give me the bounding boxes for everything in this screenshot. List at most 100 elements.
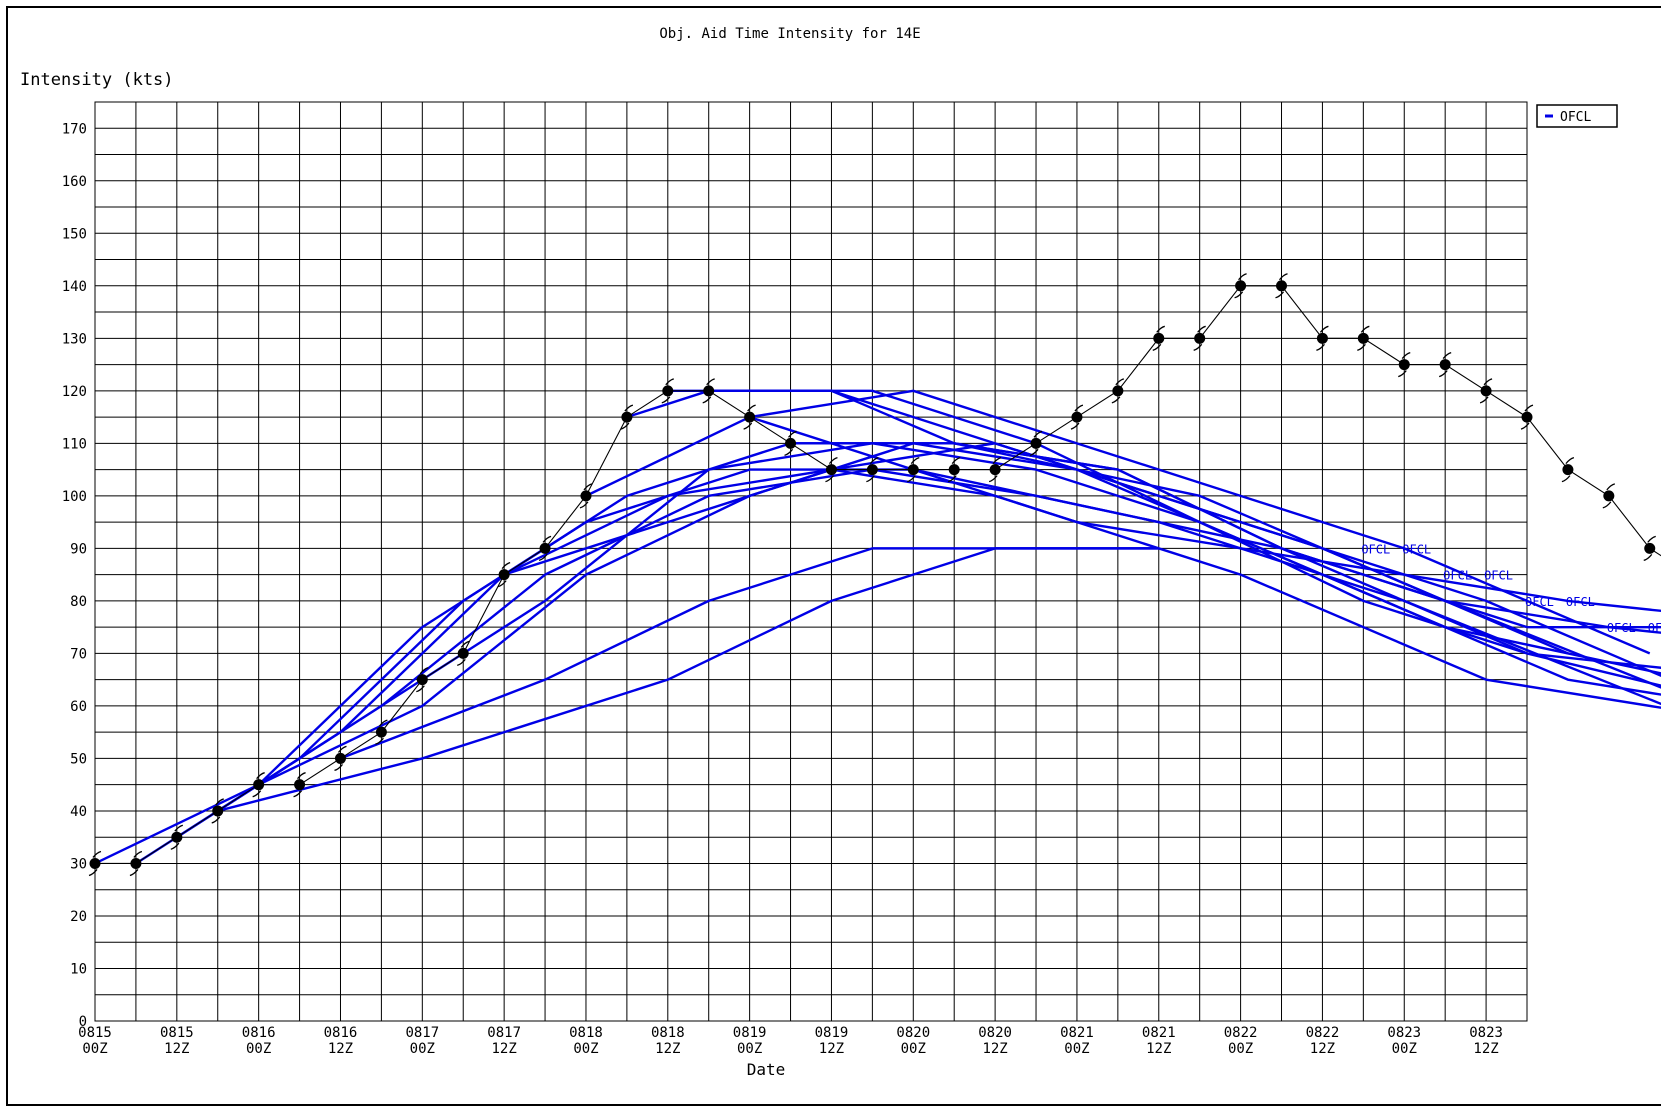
hurricane-symbol-icon bbox=[170, 824, 184, 850]
hurricane-symbol-icon bbox=[866, 456, 879, 483]
x-tick-label-time: 12Z bbox=[491, 1041, 516, 1057]
x-tick-label-time: 00Z bbox=[1392, 1041, 1417, 1057]
y-tick-label: 110 bbox=[62, 436, 87, 452]
y-tick-label: 60 bbox=[70, 699, 87, 715]
forecast-line-1 bbox=[94, 468, 1661, 865]
best-track-point bbox=[1030, 437, 1042, 449]
best-track-point bbox=[621, 411, 633, 423]
hurricane-symbol-icon bbox=[375, 719, 388, 745]
x-tick-label-date: 0819 bbox=[733, 1025, 767, 1041]
hurricane-arm bbox=[743, 404, 756, 430]
hurricane-arm bbox=[375, 719, 388, 745]
hurricane-symbol-icon bbox=[743, 404, 756, 430]
hurricane-arm bbox=[1029, 430, 1043, 456]
best-track-point bbox=[825, 464, 837, 476]
hurricane-symbol-icon bbox=[252, 772, 265, 798]
best-track-point bbox=[1071, 411, 1083, 423]
hurricane-arm bbox=[170, 824, 184, 850]
y-tick-label: 170 bbox=[62, 121, 87, 137]
hurricane-arm bbox=[1643, 535, 1656, 562]
hurricane-arm bbox=[1193, 325, 1206, 351]
forecast-line-11 bbox=[708, 389, 1661, 669]
hurricane-symbol-icon bbox=[988, 456, 1002, 483]
best-track-point bbox=[539, 542, 551, 554]
x-tick-label-time: 12Z bbox=[328, 1041, 353, 1057]
best-track-point bbox=[866, 464, 878, 476]
hurricane-arm bbox=[1234, 273, 1247, 299]
y-tick-label: 120 bbox=[62, 384, 87, 400]
y-tick-label: 40 bbox=[70, 804, 87, 820]
legend-box bbox=[1536, 104, 1618, 128]
x-tick-label-time: 12Z bbox=[655, 1041, 680, 1057]
hurricane-symbol-icon bbox=[497, 561, 511, 588]
hurricane-arm bbox=[1152, 325, 1165, 351]
forecast-end-label: OFCL bbox=[1648, 621, 1661, 635]
plot-area: OFCLOFCLOFCLOFCLOFCLOFCLOFCLOFCLOFCLOFCL bbox=[88, 273, 1661, 877]
best-track-point bbox=[989, 464, 1001, 476]
y-tick-label: 70 bbox=[70, 646, 87, 662]
hurricane-symbol-icon bbox=[1029, 430, 1043, 456]
y-tick-label: 0 bbox=[79, 1014, 87, 1030]
forecast-line-6 bbox=[380, 442, 1661, 707]
grid bbox=[94, 101, 1528, 1022]
y-tick-label: 80 bbox=[70, 594, 87, 610]
hurricane-arm bbox=[1316, 325, 1329, 351]
hurricane-arm bbox=[1070, 404, 1084, 430]
x-tick-label-time: 12Z bbox=[1473, 1041, 1498, 1057]
hurricane-arm bbox=[620, 404, 634, 430]
x-tick-label-time: 00Z bbox=[737, 1041, 762, 1057]
hurricane-symbol-icon bbox=[1193, 325, 1206, 351]
y-axis-label: Intensity (kts) bbox=[20, 70, 174, 90]
hurricane-symbol-icon bbox=[620, 404, 634, 430]
hurricane-symbol-icon bbox=[1275, 273, 1288, 299]
x-tick-label-time: 12Z bbox=[819, 1041, 844, 1057]
best-track-point bbox=[1276, 280, 1288, 292]
hurricane-symbol-icon bbox=[1479, 378, 1493, 404]
best-track-point bbox=[1194, 332, 1206, 344]
hurricane-arm bbox=[1561, 456, 1575, 483]
best-track-point bbox=[785, 437, 797, 449]
hurricane-arm bbox=[579, 483, 593, 509]
x-tick-label-date: 0817 bbox=[405, 1025, 439, 1041]
hurricane-arm bbox=[252, 772, 265, 798]
hurricane-symbol-icon bbox=[948, 456, 961, 483]
y-tick-labels: 0 10 20 30 40 50 60 70 80 90 100 110 120 130 140 150 160… bbox=[62, 121, 87, 1030]
forecast-end-label: OFCL bbox=[1484, 569, 1513, 583]
hurricane-symbol-icon bbox=[1561, 456, 1575, 483]
x-tick-label-date: 0818 bbox=[651, 1025, 685, 1041]
hurricane-arm bbox=[907, 456, 920, 483]
y-tick-label: 100 bbox=[62, 489, 87, 505]
x-tick-labels: 081500Z081512Z081600Z081612Z081700Z08171… bbox=[78, 1025, 1503, 1057]
hurricane-symbol-icon bbox=[825, 456, 838, 483]
hurricane-symbol-icon bbox=[1520, 404, 1534, 430]
best-track-point bbox=[744, 411, 756, 423]
best-track-point bbox=[1439, 359, 1451, 371]
hurricane-symbol-icon bbox=[702, 378, 715, 404]
best-track-point bbox=[1357, 332, 1369, 344]
best-track-point bbox=[948, 464, 960, 476]
best-track-point bbox=[1603, 490, 1615, 502]
best-track-point bbox=[580, 490, 592, 502]
legend: OFCL bbox=[1536, 104, 1618, 128]
x-tick-label-time: 12Z bbox=[1310, 1041, 1335, 1057]
x-tick-label-date: 0821 bbox=[1142, 1025, 1176, 1041]
x-tick-label-time: 00Z bbox=[410, 1041, 435, 1057]
x-tick-label-date: 0822 bbox=[1306, 1025, 1340, 1041]
best-track-point bbox=[89, 857, 101, 869]
x-tick-label-date: 0823 bbox=[1469, 1025, 1503, 1041]
hurricane-symbol-icon bbox=[1643, 535, 1656, 562]
hurricane-arm bbox=[1357, 325, 1370, 351]
hurricane-arm bbox=[948, 456, 961, 483]
x-tick-label-time: 00Z bbox=[246, 1041, 271, 1057]
hurricane-arm bbox=[1479, 378, 1493, 404]
hurricane-symbol-icon bbox=[416, 667, 429, 693]
y-tick-label: 10 bbox=[70, 961, 87, 977]
best-track-point bbox=[457, 647, 469, 659]
best-track-point bbox=[416, 674, 428, 686]
x-tick-label-time: 12Z bbox=[1146, 1041, 1171, 1057]
x-tick-label-date: 0823 bbox=[1387, 1025, 1421, 1041]
best-track-point bbox=[1480, 385, 1492, 397]
x-tick-label-time: 12Z bbox=[982, 1041, 1007, 1057]
y-tick-label: 160 bbox=[62, 174, 87, 190]
hurricane-symbol-icon bbox=[293, 772, 306, 798]
